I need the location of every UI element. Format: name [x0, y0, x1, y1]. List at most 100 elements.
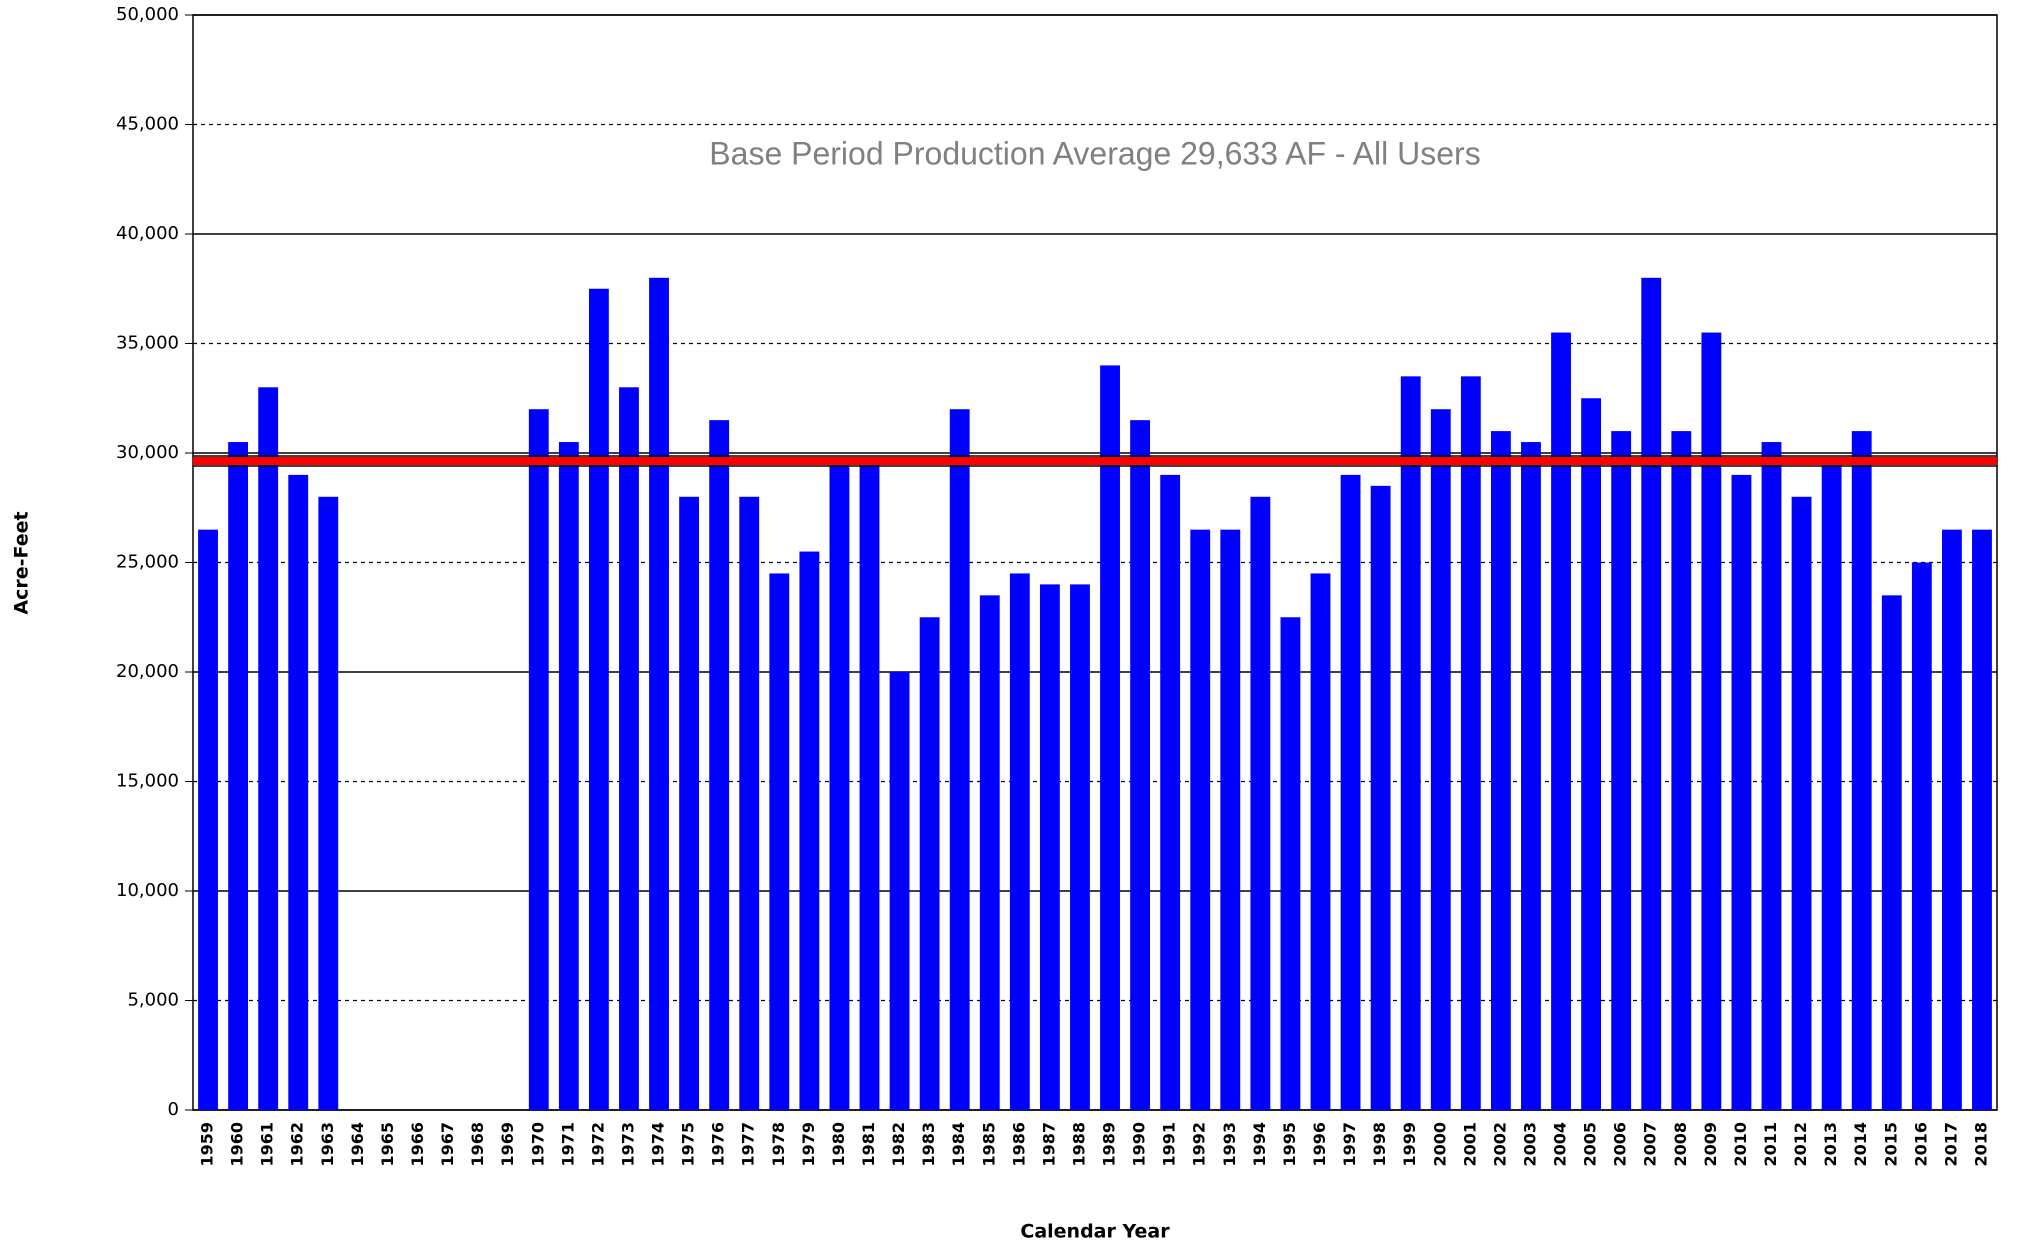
bar [1220, 529, 1241, 1110]
x-tick-label: 2004 [1551, 1122, 1570, 1167]
bar [228, 442, 249, 1110]
bar [258, 387, 279, 1110]
bar [1130, 420, 1151, 1110]
x-tick-label: 1995 [1280, 1122, 1299, 1167]
x-tick-label: 1967 [438, 1122, 457, 1167]
x-tick-label: 1972 [588, 1122, 607, 1167]
x-tick-label: 2016 [1911, 1122, 1930, 1167]
x-tick-label: 1978 [769, 1122, 788, 1167]
x-tick-label: 1980 [829, 1122, 848, 1167]
bar [1280, 617, 1301, 1110]
x-tick-label: 2007 [1641, 1122, 1660, 1167]
bar [1791, 496, 1812, 1110]
bar [889, 672, 910, 1110]
bar [739, 496, 760, 1110]
bar [1731, 474, 1752, 1110]
y-tick-label: 50,000 [116, 4, 179, 25]
bar [1490, 431, 1511, 1111]
y-tick-label: 40,000 [116, 223, 179, 244]
bar [1190, 529, 1211, 1110]
bar [709, 420, 730, 1110]
y-tick-label: 15,000 [116, 771, 179, 792]
bar [1851, 431, 1872, 1111]
x-tick-label: 2018 [1971, 1122, 1990, 1167]
x-tick-label: 2000 [1430, 1122, 1449, 1167]
bar [1430, 409, 1451, 1110]
bar [198, 529, 218, 1110]
bar [1881, 595, 1902, 1110]
x-tick-label: 2015 [1881, 1122, 1900, 1167]
bar [558, 442, 579, 1110]
x-tick-label: 2013 [1821, 1122, 1840, 1167]
bar [919, 617, 940, 1110]
bar [649, 277, 669, 1110]
bar [1039, 584, 1060, 1110]
annotation: Base Period Production Average 29,633 AF… [709, 135, 1480, 171]
x-tick-label: 1971 [558, 1122, 577, 1167]
x-tick-label: 2011 [1761, 1122, 1780, 1167]
bar [1370, 485, 1391, 1111]
x-tick-label: 1966 [408, 1122, 427, 1167]
x-tick-label: 2014 [1851, 1122, 1870, 1167]
bar [1821, 457, 1842, 1110]
y-tick-label: 45,000 [116, 114, 179, 135]
x-tick-label: 1975 [679, 1122, 698, 1167]
x-tick-label: 1962 [288, 1122, 307, 1167]
x-tick-label: 1992 [1190, 1122, 1209, 1167]
x-tick-label: 1988 [1069, 1122, 1088, 1167]
x-tick-label: 1990 [1130, 1122, 1149, 1167]
bar [1250, 496, 1271, 1110]
x-tick-label: 1982 [889, 1122, 908, 1167]
x-tick-label: 1984 [949, 1122, 968, 1167]
bar [769, 573, 790, 1110]
bar [1611, 431, 1632, 1111]
bar [1340, 474, 1361, 1110]
x-tick-label: 1993 [1220, 1122, 1239, 1167]
x-tick-label: 1974 [649, 1122, 668, 1167]
x-tick-label: 1983 [919, 1122, 938, 1167]
bar [528, 409, 549, 1110]
x-tick-label: 2003 [1520, 1122, 1539, 1167]
bar [1009, 573, 1030, 1110]
x-tick-label: 2012 [1791, 1122, 1810, 1167]
x-tick-label: 1981 [859, 1122, 878, 1167]
y-tick-label: 0 [168, 1099, 179, 1120]
bar [949, 409, 970, 1110]
bar [1460, 376, 1481, 1111]
x-tick-label: 2002 [1490, 1122, 1509, 1167]
x-tick-label: 1965 [378, 1122, 397, 1167]
bar [318, 496, 339, 1110]
x-tick-label: 1996 [1310, 1122, 1329, 1167]
bar [588, 288, 609, 1110]
x-tick-label: 2005 [1581, 1122, 1600, 1167]
y-tick-label: 10,000 [116, 880, 179, 901]
x-tick-label: 1999 [1400, 1122, 1419, 1167]
x-tick-label: 1976 [709, 1122, 728, 1167]
x-tick-label: 1970 [528, 1122, 547, 1167]
y-tick-label: 20,000 [116, 661, 179, 682]
bar [1310, 573, 1331, 1110]
x-tick-label: 1977 [739, 1122, 758, 1167]
x-tick-label: 1964 [348, 1122, 367, 1167]
bar [1100, 365, 1120, 1110]
y-axis-title: Acre-Feet [11, 511, 33, 614]
bar [859, 457, 880, 1110]
x-tick-label: 1968 [468, 1122, 487, 1167]
x-tick-label: 1959 [198, 1122, 217, 1167]
x-tick-label: 1961 [258, 1122, 277, 1167]
bar [1941, 529, 1962, 1110]
bar [1972, 529, 1992, 1110]
bar [979, 595, 1000, 1110]
bar [1701, 332, 1722, 1110]
x-tick-label: 1960 [228, 1122, 247, 1167]
x-tick-label: 1989 [1100, 1122, 1119, 1167]
x-tick-label: 2010 [1731, 1122, 1750, 1167]
plot-area [192, 14, 1998, 1111]
bar [1551, 332, 1571, 1110]
bar [1911, 562, 1932, 1110]
x-tick-label: 2008 [1671, 1122, 1690, 1167]
x-tick-label: 1979 [799, 1122, 818, 1167]
bar [1581, 398, 1602, 1110]
